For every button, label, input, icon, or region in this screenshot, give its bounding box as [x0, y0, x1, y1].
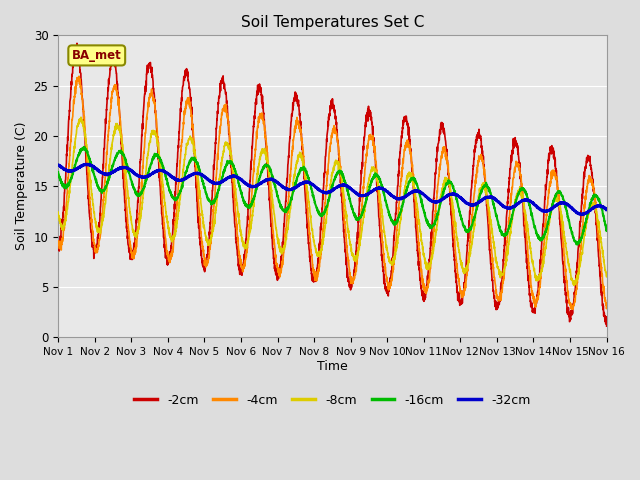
-4cm	[603, 305, 611, 311]
-16cm	[54, 169, 62, 175]
Line: -16cm: -16cm	[58, 147, 607, 244]
-4cm	[289, 149, 296, 155]
-8cm	[77, 115, 84, 120]
-32cm	[150, 169, 157, 175]
-4cm	[593, 204, 600, 210]
-8cm	[570, 282, 578, 288]
-4cm	[569, 306, 577, 312]
-4cm	[533, 299, 541, 305]
-8cm	[117, 134, 125, 140]
Line: -8cm: -8cm	[58, 118, 607, 285]
-32cm	[82, 161, 90, 167]
-4cm	[265, 170, 273, 176]
-4cm	[150, 97, 157, 103]
-32cm	[579, 212, 587, 217]
-16cm	[150, 156, 157, 162]
-32cm	[593, 203, 600, 209]
Text: BA_met: BA_met	[72, 49, 122, 62]
-32cm	[533, 204, 541, 210]
-32cm	[603, 207, 611, 213]
-16cm	[603, 228, 611, 234]
-32cm	[54, 162, 62, 168]
-16cm	[117, 147, 125, 153]
-8cm	[533, 275, 541, 280]
-2cm	[592, 217, 600, 223]
-4cm	[117, 127, 125, 132]
Y-axis label: Soil Temperature (C): Soil Temperature (C)	[15, 122, 28, 251]
-2cm	[603, 323, 611, 329]
-16cm	[533, 232, 541, 238]
X-axis label: Time: Time	[317, 360, 348, 372]
-4cm	[54, 240, 62, 246]
Line: -2cm: -2cm	[58, 43, 607, 326]
-16cm	[593, 192, 600, 198]
-32cm	[117, 166, 125, 171]
-2cm	[73, 40, 81, 46]
-2cm	[150, 85, 157, 91]
-32cm	[289, 186, 296, 192]
-2cm	[54, 246, 62, 252]
Line: -4cm: -4cm	[58, 76, 607, 309]
-8cm	[54, 209, 62, 215]
-2cm	[117, 134, 125, 140]
-16cm	[574, 241, 582, 247]
-8cm	[593, 210, 600, 216]
-2cm	[265, 178, 273, 183]
-8cm	[150, 129, 157, 134]
-8cm	[603, 274, 611, 280]
-32cm	[265, 177, 273, 183]
-16cm	[265, 164, 273, 170]
-8cm	[289, 188, 296, 194]
-8cm	[265, 167, 273, 172]
-16cm	[289, 192, 296, 198]
-4cm	[75, 73, 83, 79]
Legend: -2cm, -4cm, -8cm, -16cm, -32cm: -2cm, -4cm, -8cm, -16cm, -32cm	[129, 389, 535, 412]
Title: Soil Temperatures Set C: Soil Temperatures Set C	[241, 15, 424, 30]
-2cm	[533, 292, 541, 298]
-16cm	[80, 144, 88, 150]
Line: -32cm: -32cm	[58, 164, 607, 215]
-2cm	[289, 108, 296, 113]
